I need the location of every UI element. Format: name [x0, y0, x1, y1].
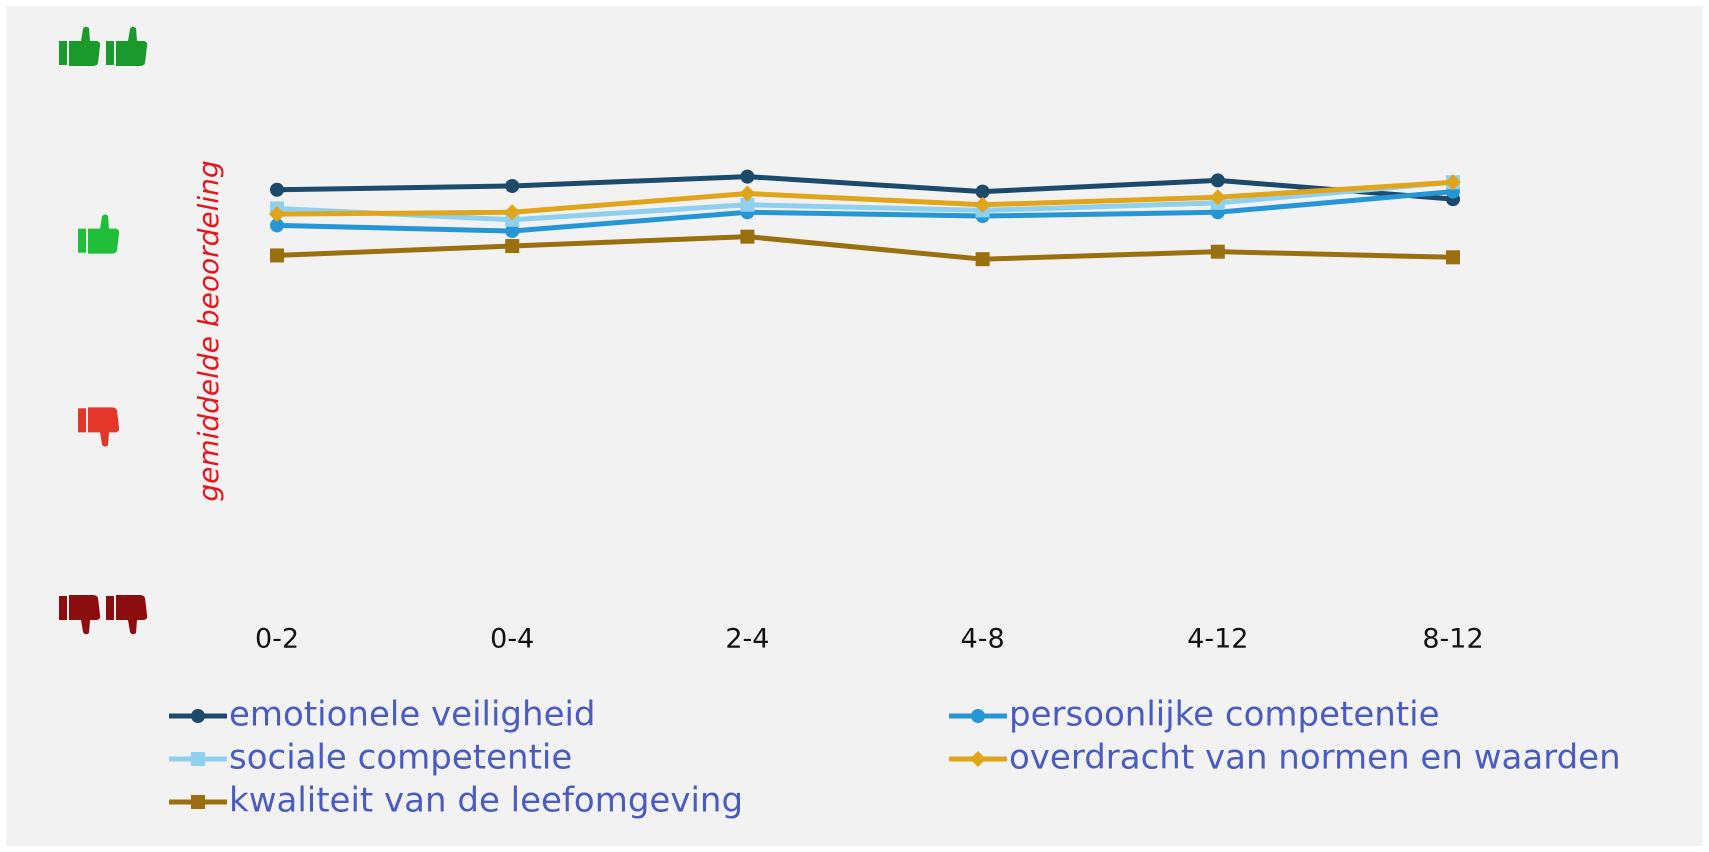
thumb-icon [106, 26, 148, 66]
thumb-cuff [78, 228, 86, 253]
series-line [276, 234, 1454, 262]
legend-label: overdracht van normen en waarden [1009, 738, 1621, 778]
thumb-hand [69, 595, 101, 635]
thumb-hand [116, 595, 148, 635]
x-tick-label: 4-8 [961, 624, 1005, 655]
marker [1445, 174, 1461, 191]
marker [505, 224, 520, 239]
marker [270, 218, 284, 233]
x-tick-label: 0-2 [255, 624, 299, 655]
marker [975, 252, 990, 267]
legend-item: kwaliteit van de leefomgeving [169, 781, 743, 821]
marker [740, 197, 755, 212]
marker [505, 239, 520, 254]
x-tick-label: 8-12 [1422, 624, 1483, 655]
y-tick-icon [59, 26, 148, 66]
marker [975, 184, 990, 199]
series-line [276, 179, 1454, 217]
marker [270, 182, 284, 197]
y-tick-icon [59, 595, 148, 635]
thumb-icon [106, 595, 148, 635]
thumb-cuff [78, 408, 86, 433]
marker [1210, 173, 1225, 188]
thumb-icon [59, 595, 101, 635]
thumb-cuff [106, 596, 114, 620]
marker [505, 178, 520, 193]
legend-label: persoonlijke competentie [1009, 695, 1440, 735]
legend-label: kwaliteit van de leefomgeving [229, 781, 743, 821]
legend-marker [191, 752, 205, 766]
legend-marker [191, 795, 205, 809]
thumb-hand [116, 26, 148, 66]
thumb-icon [78, 214, 120, 254]
thumb-cuff [59, 41, 67, 65]
thumb-hand [88, 407, 120, 447]
marker [504, 204, 521, 221]
legend-item: emotionele veiligheid [169, 695, 596, 735]
thumb-hand [88, 214, 120, 254]
legend-item: sociale competentie [169, 738, 572, 778]
x-tick-label: 0-4 [490, 624, 534, 655]
marker [739, 185, 756, 202]
series-line [276, 179, 1454, 223]
thumb-hand [69, 26, 101, 66]
y-tick-icon [78, 214, 120, 254]
marker [1209, 189, 1226, 206]
legend-marker [971, 709, 985, 723]
y-axis-label: gemiddelde beoordeling [192, 160, 225, 501]
marker [1210, 244, 1225, 259]
legend-label: emotionele veiligheid [229, 695, 596, 735]
thumb-cuff [106, 41, 114, 65]
marker [1446, 250, 1460, 265]
series-line [276, 174, 1454, 202]
marker [270, 248, 284, 263]
thumb-cuff [59, 596, 67, 620]
legend-item: persoonlijke competentie [949, 695, 1440, 735]
marker [740, 169, 755, 184]
x-tick-label: 2-4 [725, 624, 769, 655]
chart-background [6, 6, 1703, 846]
x-tick-label: 4-12 [1187, 624, 1248, 655]
marker [740, 229, 755, 244]
series-line [276, 189, 1454, 234]
marker [269, 206, 285, 223]
marker [974, 196, 991, 213]
legend-item: overdracht van normen en waarden [949, 738, 1621, 778]
legend-marker [191, 709, 205, 723]
legend-marker [970, 751, 986, 767]
y-tick-icon [78, 407, 120, 447]
legend-label: sociale competentie [229, 738, 572, 778]
thumb-icon [59, 26, 101, 66]
thumb-icon [78, 407, 120, 447]
